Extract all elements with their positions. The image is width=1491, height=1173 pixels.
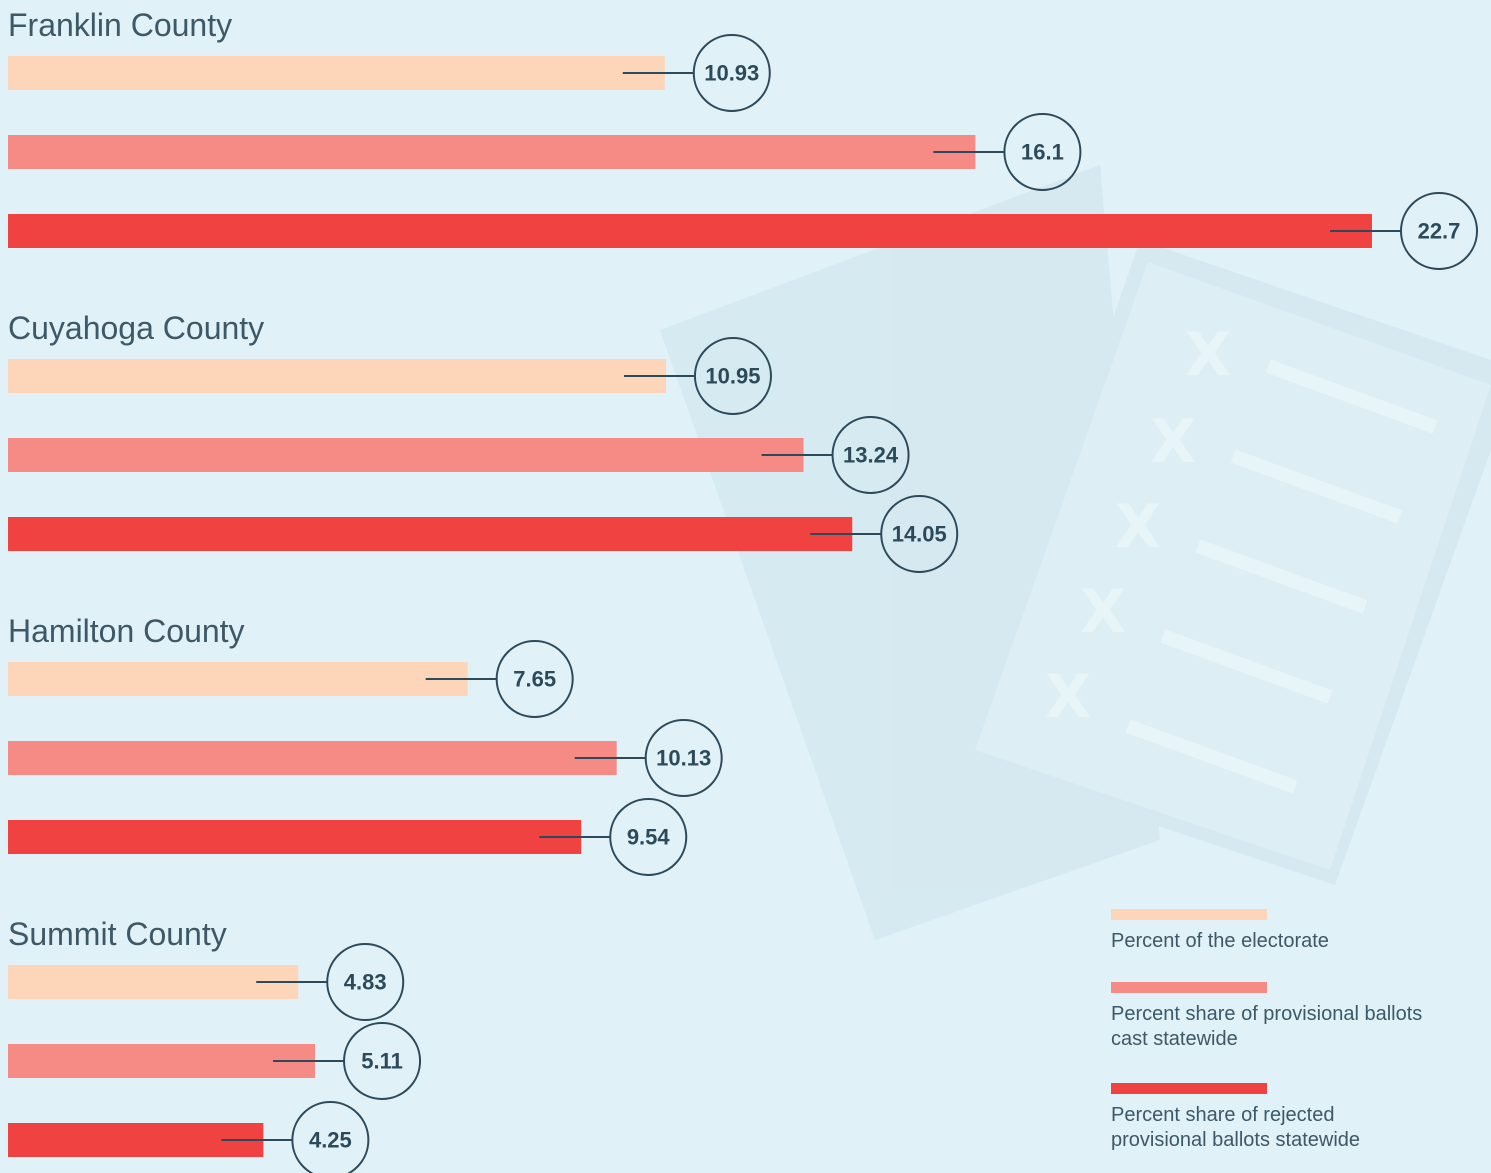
svg-text:X: X	[1045, 662, 1091, 732]
data-label: 4.25	[309, 1128, 352, 1153]
value-badge	[495, 640, 574, 718]
bar	[8, 135, 976, 169]
bar	[8, 1044, 316, 1078]
bar	[8, 662, 468, 696]
bar	[8, 438, 804, 472]
value-badge	[609, 798, 688, 876]
data-label: 10.13	[656, 746, 711, 771]
legend-label: Percent of the electorate	[1111, 930, 1329, 952]
data-label: 13.24	[843, 443, 899, 468]
value-badge	[831, 416, 910, 494]
bar	[8, 741, 617, 775]
data-label: 10.93	[704, 61, 759, 86]
category-label: Hamilton County	[8, 613, 245, 649]
legend-label: Percent share of rejected provisional ba…	[1111, 1104, 1361, 1151]
bar	[8, 1123, 264, 1157]
category-label: Cuyahoga County	[8, 310, 264, 346]
data-label: 7.65	[513, 667, 556, 692]
svg-text:X: X	[1185, 320, 1231, 390]
data-label: 10.95	[705, 364, 760, 389]
svg-text:X: X	[1150, 407, 1196, 477]
bar	[8, 820, 582, 854]
value-badge	[692, 34, 771, 112]
legend-swatch	[1111, 982, 1267, 993]
data-label: 16.1	[1021, 140, 1064, 165]
value-badge	[880, 495, 959, 573]
value-badge	[693, 337, 772, 415]
data-label: 22.7	[1418, 219, 1461, 244]
bar	[8, 359, 666, 393]
bar	[8, 965, 299, 999]
svg-text:X: X	[1115, 492, 1161, 562]
value-badge	[326, 943, 405, 1021]
data-label: 9.54	[627, 825, 671, 850]
value-badge	[1003, 113, 1082, 191]
legend-swatch	[1111, 1083, 1267, 1094]
bar	[8, 56, 665, 90]
value-badge	[1400, 192, 1478, 270]
value-badge	[343, 1022, 422, 1100]
plot-area: Franklin County 10.93 16.1 22.7 Cuyahoga Cou…	[8, 7, 1478, 1173]
bar	[8, 517, 853, 551]
legend-label: Percent share of provisional ballots cas…	[1111, 1003, 1423, 1050]
value-badge	[644, 719, 723, 797]
svg-text:X: X	[1080, 577, 1126, 647]
category-label: Summit County	[8, 916, 227, 952]
data-label: 5.11	[361, 1049, 403, 1074]
legend-swatch	[1111, 909, 1267, 920]
data-label: 14.05	[892, 522, 947, 547]
value-badge	[291, 1101, 370, 1173]
category-label: Franklin County	[8, 7, 232, 43]
data-label: 4.83	[344, 970, 387, 995]
bar	[8, 214, 1372, 248]
